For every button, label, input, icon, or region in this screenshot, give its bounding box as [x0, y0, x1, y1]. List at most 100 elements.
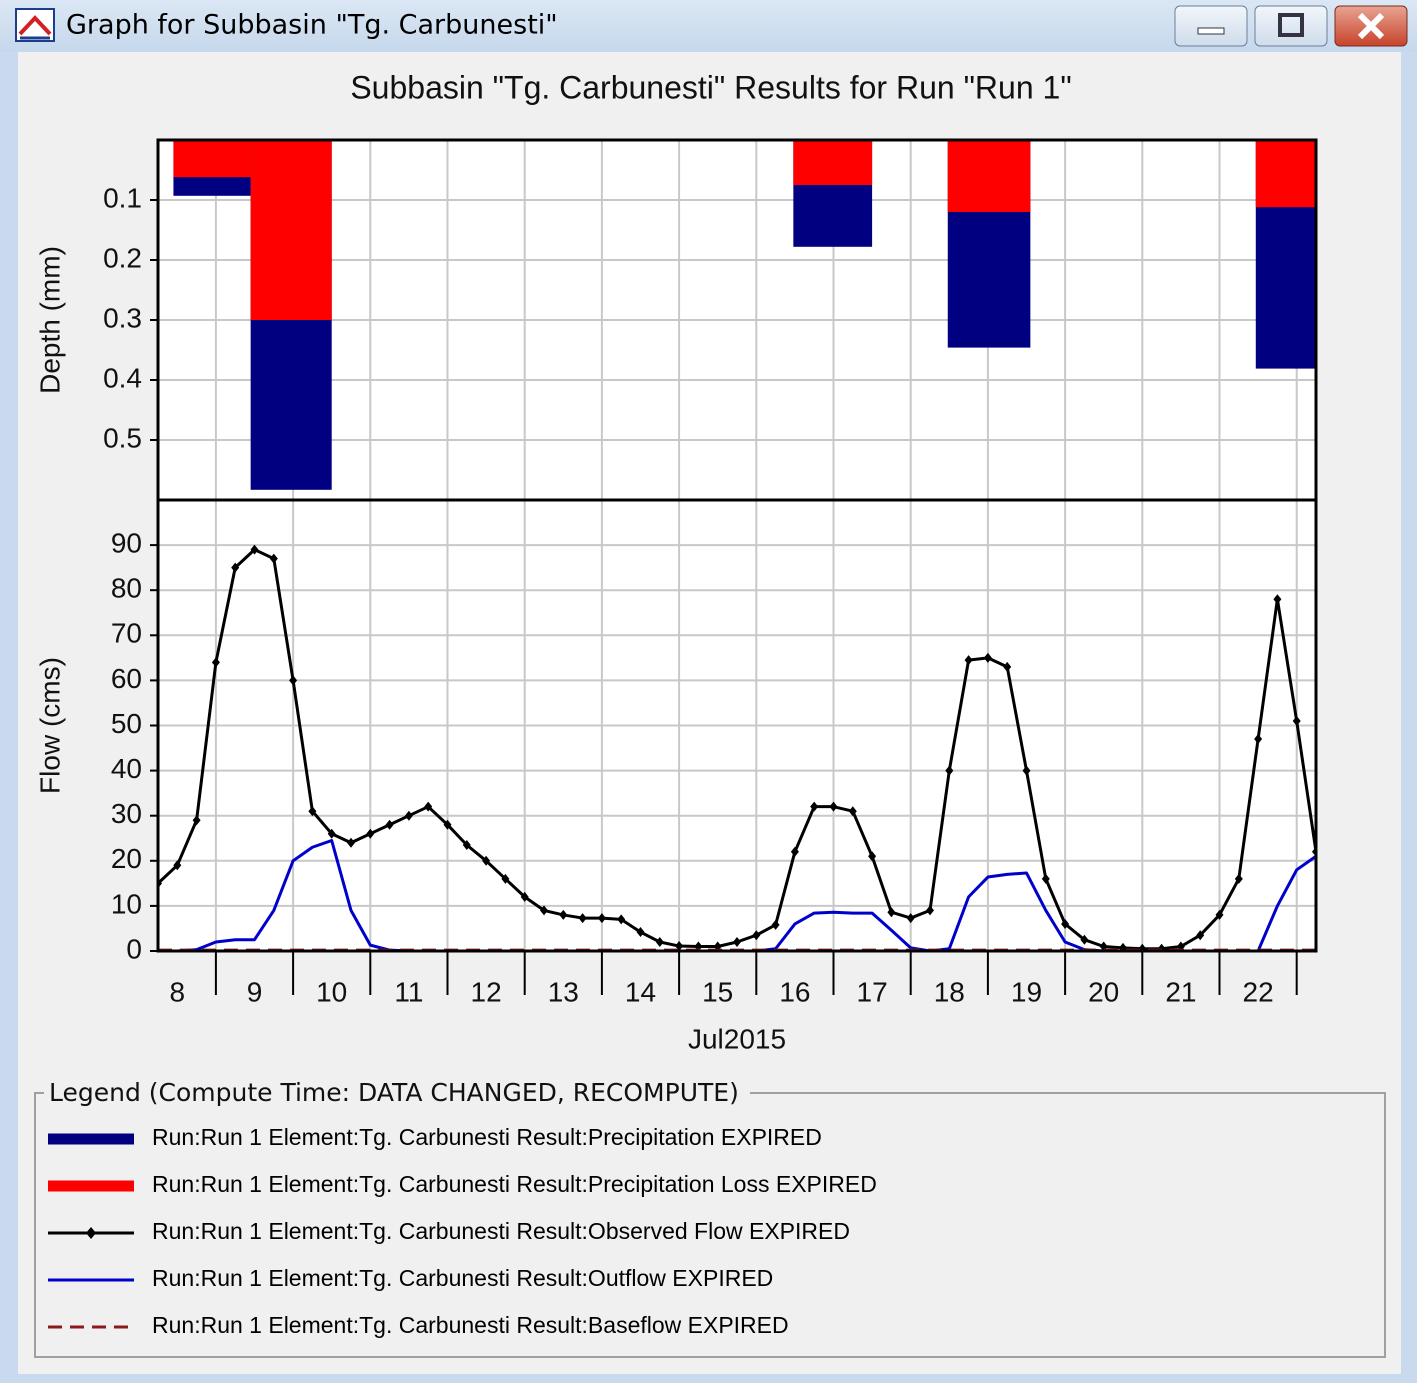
data-point — [964, 655, 973, 666]
legend-title-bg — [44, 1079, 750, 1109]
plot-area — [173, 140, 1316, 490]
data-point — [983, 652, 992, 663]
x-tick-label: 18 — [934, 976, 965, 1007]
y-tick-label: 80 — [111, 573, 142, 604]
x-tick-label: 10 — [316, 976, 347, 1007]
x-tick-label: 8 — [170, 976, 186, 1007]
x-tick-label: 17 — [857, 976, 888, 1007]
x-tick-label: 9 — [247, 976, 263, 1007]
data-point — [482, 855, 491, 866]
legend-label: Run:Run 1 Element:Tg. Carbunesti Result:… — [152, 1312, 789, 1338]
data-point — [1041, 873, 1050, 884]
x-tick-label: 19 — [1011, 976, 1042, 1007]
data-point — [1080, 934, 1089, 945]
y-tick-label: 0.1 — [103, 182, 142, 213]
legend-marker — [86, 1227, 96, 1239]
data-point — [926, 905, 934, 916]
bar — [947, 140, 1031, 212]
minimize-button[interactable] — [1174, 5, 1248, 47]
x-axis-title: Jul2015 — [688, 1023, 786, 1054]
y-tick-label: 30 — [111, 798, 142, 829]
data-point — [192, 815, 201, 826]
data-point — [733, 936, 741, 947]
legend-entry: Run:Run 1 Element:Tg. Carbunesti Result:… — [48, 1312, 789, 1338]
y-tick-label: 0.4 — [103, 362, 142, 393]
data-point — [1196, 930, 1205, 941]
data-point — [1003, 661, 1012, 672]
data-point — [829, 801, 838, 812]
y-tick-label: 60 — [111, 663, 142, 694]
y-tick-label: 10 — [111, 888, 142, 919]
data-point — [443, 819, 452, 830]
data-point — [945, 765, 954, 776]
y-tick-label: 40 — [111, 753, 142, 784]
series-line — [158, 839, 1316, 951]
bar — [793, 140, 873, 185]
maximize-button[interactable] — [1254, 5, 1328, 47]
y-tick-label: 90 — [111, 527, 142, 558]
data-point — [1119, 942, 1127, 951]
data-point — [810, 801, 819, 812]
x-tick-label: 20 — [1088, 976, 1119, 1007]
x-tick-label: 15 — [702, 976, 733, 1007]
chart-panel: 0.1 0.2 0.3 0.4 0.5 Depth (mm) Subbasin "Tg. C… — [34, 69, 1318, 502]
data-point — [906, 913, 915, 924]
legend-title: Legend (Compute Time: DATA CHANGED, RECO… — [49, 1078, 739, 1107]
data-point — [520, 891, 529, 902]
data-point — [1234, 873, 1243, 884]
data-point — [424, 801, 433, 812]
data-point — [868, 851, 877, 862]
data-point — [404, 810, 413, 821]
y-tick-label: 20 — [111, 843, 142, 874]
data-point — [289, 675, 298, 686]
x-tick-label: 22 — [1243, 976, 1274, 1007]
legend-label: Run:Run 1 Element:Tg. Carbunesti Result:… — [152, 1171, 877, 1197]
data-point — [790, 846, 799, 857]
data-point — [1292, 715, 1301, 726]
bar — [173, 140, 251, 178]
data-point — [1138, 943, 1147, 951]
data-point — [636, 927, 645, 938]
y-axis-title: Depth (mm) — [34, 246, 65, 394]
data-point — [655, 936, 664, 947]
data-point — [578, 913, 587, 924]
legend-entry: Run:Run 1 Element:Tg. Carbunesti Result:… — [48, 1218, 850, 1244]
window-title: Graph for Subbasin "Tg. Carbunesti" — [66, 10, 558, 41]
plot-frame — [156, 498, 1318, 953]
y-tick-label: 0.3 — [103, 302, 142, 333]
legend-label: Run:Run 1 Element:Tg. Carbunesti Result:… — [152, 1218, 850, 1244]
data-point — [597, 913, 606, 924]
x-tick-label: 16 — [779, 976, 810, 1007]
legend-label: Run:Run 1 Element:Tg. Carbunesti Result:… — [152, 1124, 822, 1150]
data-point — [347, 837, 355, 848]
close-button[interactable] — [1334, 5, 1408, 47]
data-point — [173, 860, 182, 871]
x-tick-label: 11 — [394, 976, 423, 1007]
y-tick-label: 0.5 — [103, 422, 142, 453]
data-point — [1061, 918, 1070, 929]
x-tick-label: 14 — [625, 976, 656, 1007]
data-point — [617, 914, 626, 925]
chart-title: Subbasin "Tg. Carbunesti" Results for Ru… — [350, 69, 1071, 105]
plot-area — [158, 544, 1316, 951]
data-point — [366, 828, 375, 839]
legend-entry: Run:Run 1 Element:Tg. Carbunesti Result:… — [48, 1171, 877, 1197]
y-tick-label: 0 — [126, 933, 142, 964]
data-point — [501, 873, 510, 884]
data-point — [1254, 734, 1263, 745]
data-point — [308, 806, 317, 817]
data-point — [675, 941, 684, 951]
bar — [250, 140, 332, 320]
data-point — [269, 553, 278, 564]
x-tick-label: 13 — [548, 976, 579, 1007]
data-point — [385, 819, 394, 830]
bar — [1255, 140, 1316, 208]
y-tick-label: 50 — [111, 708, 142, 739]
chart-panel: 0 10 20 30 40 50 60 70 80 90 Flow (cms) 8 9 10 11 12 13 1… — [34, 498, 1318, 1054]
data-point — [848, 806, 857, 817]
y-tick-label: 70 — [111, 618, 142, 649]
data-point — [1022, 765, 1031, 776]
data-point — [752, 930, 761, 941]
data-point — [1273, 594, 1282, 605]
